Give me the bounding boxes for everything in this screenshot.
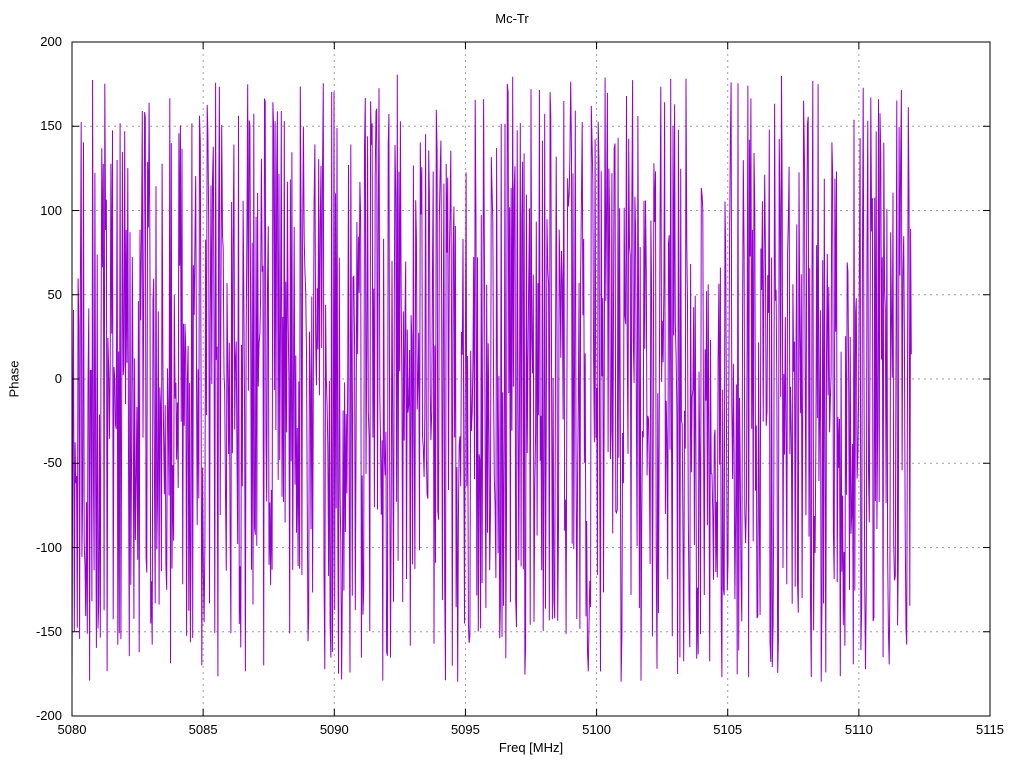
x-tick-label: 5080 — [57, 722, 87, 737]
y-tick-label: -150 — [35, 623, 62, 639]
y-tick-label: 200 — [40, 34, 62, 49]
y-tick-label: 50 — [47, 286, 62, 302]
data-line — [71, 74, 912, 682]
x-tick-label: 5110 — [844, 722, 873, 737]
y-tick-label: -200 — [35, 708, 62, 723]
x-tick-label: 5085 — [188, 722, 218, 737]
y-tick-label: -100 — [35, 539, 62, 555]
y-tick-label: -50 — [43, 455, 62, 471]
x-tick-label: 5115 — [976, 722, 1004, 737]
y-tick-label: 0 — [54, 371, 62, 386]
y-tick-label: 150 — [40, 118, 62, 134]
x-tick-label: 5090 — [319, 722, 349, 737]
plot-title: Mc-Tr — [495, 11, 529, 26]
x-tick-label: 5100 — [582, 722, 612, 737]
plot-border — [71, 41, 991, 717]
x-tick-label: 5095 — [450, 722, 480, 737]
x-axis-label: Freq [MHz] — [498, 740, 564, 755]
y-tick-label: 100 — [40, 202, 62, 218]
x-tick-label: 5105 — [713, 722, 743, 737]
